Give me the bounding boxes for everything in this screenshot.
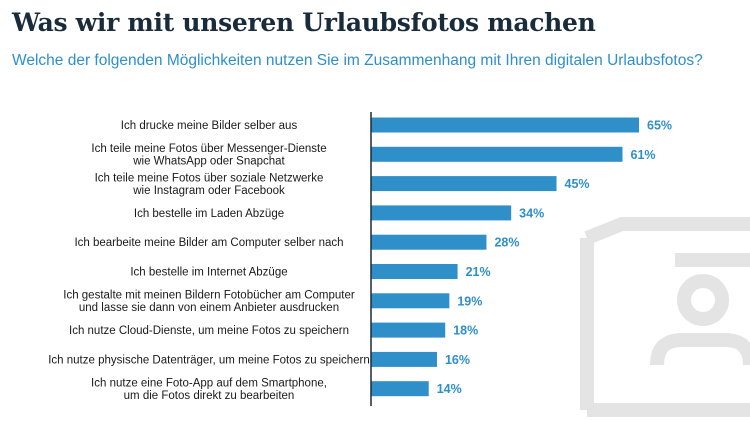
category-label-line: Ich nutze eine Foto-App auf dem Smartpho… [91,377,327,389]
category-label-line: Ich drucke meine Bilder selber aus [121,120,298,132]
bar [371,146,623,162]
category-label-line: Ich bestelle im Internet Abzüge [130,267,287,279]
bar [371,381,429,397]
value-label: 19% [457,294,482,308]
category-label: Ich bestelle im Laden Abzüge [134,208,284,220]
category-label-line: Ich bearbeite meine Bilder am Computer s… [74,237,343,249]
bar [371,293,450,309]
bar [371,117,639,133]
value-label: 21% [466,265,491,279]
chart-subtitle: Welche der folgenden Möglichkeiten nutze… [12,52,703,69]
value-label: 18% [453,324,478,338]
category-label: Ich nutze eine Foto-App auf dem Smartpho… [91,377,327,402]
category-label-line: und lasse sie dann von einem Anbieter au… [79,302,339,314]
category-label-line: wie Instagram oder Facebook [132,185,285,197]
category-label: Ich nutze Cloud-Dienste, um meine Fotos … [69,325,349,337]
chart-title: Was wir mit unseren Urlaubsfotos machen [12,8,596,37]
category-label-line: Ich gestalte mit meinen Bildern Fotobüch… [63,290,355,302]
category-label: Ich nutze physische Datenträger, um mein… [48,354,370,366]
value-label: 61% [631,148,656,162]
category-label: Ich teile meine Fotos über soziale Netzw… [95,172,324,197]
category-label-line: um die Fotos direkt zu bearbeiten [124,390,295,402]
bar [371,176,557,192]
category-label-line: wie WhatsApp oder Snapchat [132,156,285,168]
value-label: 65% [647,119,672,133]
bar [371,351,437,367]
category-label-line: Ich nutze physische Datenträger, um mein… [48,354,370,366]
bar [371,264,458,279]
category-label-line: Ich teile meine Fotos über soziale Netzw… [95,172,324,184]
category-label: Ich bearbeite meine Bilder am Computer s… [74,237,343,249]
value-label: 16% [445,353,470,367]
bar [371,322,446,338]
category-label: Ich teile meine Fotos über Messenger-Die… [91,143,326,168]
category-label-line: Ich teile meine Fotos über Messenger-Die… [91,143,326,155]
bars-group: 65% Ich drucke meine Bilder selber aus 61%… [48,117,672,402]
value-label: 14% [437,382,462,396]
value-label: 45% [565,177,590,191]
category-label: Ich gestalte mit meinen Bildern Fotobüch… [63,290,355,315]
category-label-line: Ich bestelle im Laden Abzüge [134,208,284,220]
bar [371,205,512,221]
category-label-line: Ich nutze Cloud-Dienste, um meine Fotos … [69,325,349,337]
background-decoration [580,217,750,417]
value-label: 28% [494,236,519,250]
bar [371,234,487,250]
value-label: 34% [519,206,544,220]
category-label: Ich drucke meine Bilder selber aus [121,120,298,132]
category-label: Ich bestelle im Internet Abzüge [130,267,287,279]
